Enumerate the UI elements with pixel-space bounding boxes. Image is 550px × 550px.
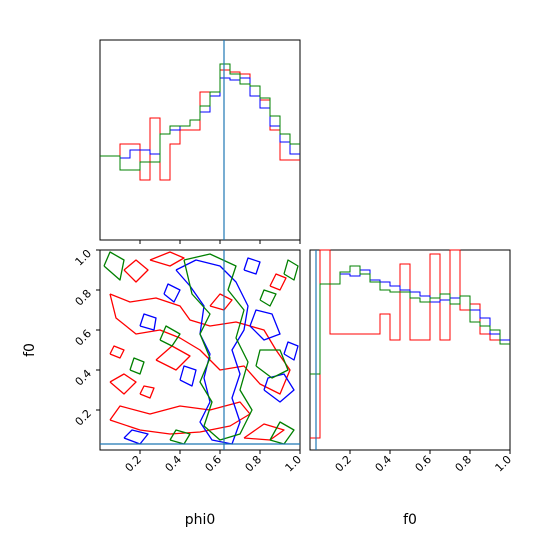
- contour-series-2-path-7: [123, 429, 149, 445]
- f0-y-tick-label: 1.0: [73, 247, 95, 269]
- f0-y-tick-label: 0.4: [73, 367, 95, 389]
- contour-series-2-path-6: [179, 365, 197, 387]
- contour-series-1-path-6: [109, 345, 125, 359]
- f0-hist-series-3: [310, 265, 510, 375]
- contour-series-3-path-4: [269, 421, 295, 445]
- contour-series-2-path-2: [249, 309, 281, 341]
- contour-series-2-path-9: [283, 341, 299, 361]
- contour-series-3-path-9: [259, 289, 277, 307]
- f0-y-tick-label: 0.8: [73, 287, 95, 309]
- axes: 0.2 0.4 0.6 0.8 1.0 0.2 0.4 0.6 0.8 1.0 0.2 0.4 0.6 0…: [73, 40, 515, 475]
- contour-series-3-path-2: [103, 251, 125, 281]
- contour-series-1-path-10: [109, 373, 137, 395]
- contour-series-3-path-5: [283, 259, 299, 281]
- contour-series-3-path-1: [183, 253, 253, 441]
- contour-series-2-path-1: [175, 259, 249, 445]
- phi0-f0-contours: [103, 251, 299, 445]
- contour-series-2-path-4: [163, 283, 181, 303]
- contour-series-3-path-6: [159, 325, 181, 347]
- phi0-hist-series-3: [100, 63, 300, 171]
- contour-series-1-path-1: [109, 293, 291, 395]
- contour-series-2-path-8: [243, 257, 261, 275]
- contour-panel-frame: [99, 249, 301, 451]
- f0-x-tick-label: 0.2: [333, 453, 355, 475]
- contour-series-1-path-9: [269, 273, 287, 291]
- f0-histogram-frame: [309, 249, 511, 451]
- f0-histogram: [310, 249, 510, 439]
- contour-series-3-path-3: [255, 349, 289, 379]
- y-axis-label-f0: f0: [22, 343, 38, 357]
- f0-x-tick-label: 0.6: [413, 453, 435, 475]
- contour-series-3-path-8: [169, 429, 191, 445]
- f0-y-tick-label: 0.6: [73, 327, 95, 349]
- f0-x-tick-label: 0.4: [373, 453, 395, 475]
- contour-series-2-path-3: [263, 373, 295, 403]
- contour-series-1-path-4: [123, 259, 149, 283]
- contour-series-3-path-7: [129, 357, 145, 375]
- f0-x-tick-label: 1.0: [493, 453, 515, 475]
- phi0-histogram-frame: [99, 39, 301, 241]
- phi0-histogram: [100, 63, 300, 181]
- phi0-x-tick-label: 0.4: [163, 453, 185, 475]
- contour-series-1-path-11: [139, 385, 155, 399]
- x-axis-label-phi0: phi0: [185, 512, 216, 528]
- phi0-x-tick-label: 0.6: [203, 453, 225, 475]
- contour-series-1-path-8: [243, 423, 285, 441]
- phi0-hist-series-2: [100, 77, 300, 159]
- f0-y-tick-label: 0.2: [73, 407, 95, 429]
- phi0-x-tick-label: 0.2: [123, 453, 145, 475]
- contour-series-1-path-3: [149, 251, 185, 267]
- phi0-x-tick-label: 0.8: [243, 453, 265, 475]
- contour-series-1-path-5: [155, 345, 191, 371]
- contour-series-2-path-5: [139, 313, 157, 331]
- contour-series-1-path-2: [109, 401, 251, 435]
- x-axis-label-f0: f0: [403, 512, 417, 528]
- f0-x-tick-label: 0.8: [453, 453, 475, 475]
- contour-series-1-path-7: [209, 293, 233, 311]
- phi0-x-tick-label: 1.0: [283, 453, 305, 475]
